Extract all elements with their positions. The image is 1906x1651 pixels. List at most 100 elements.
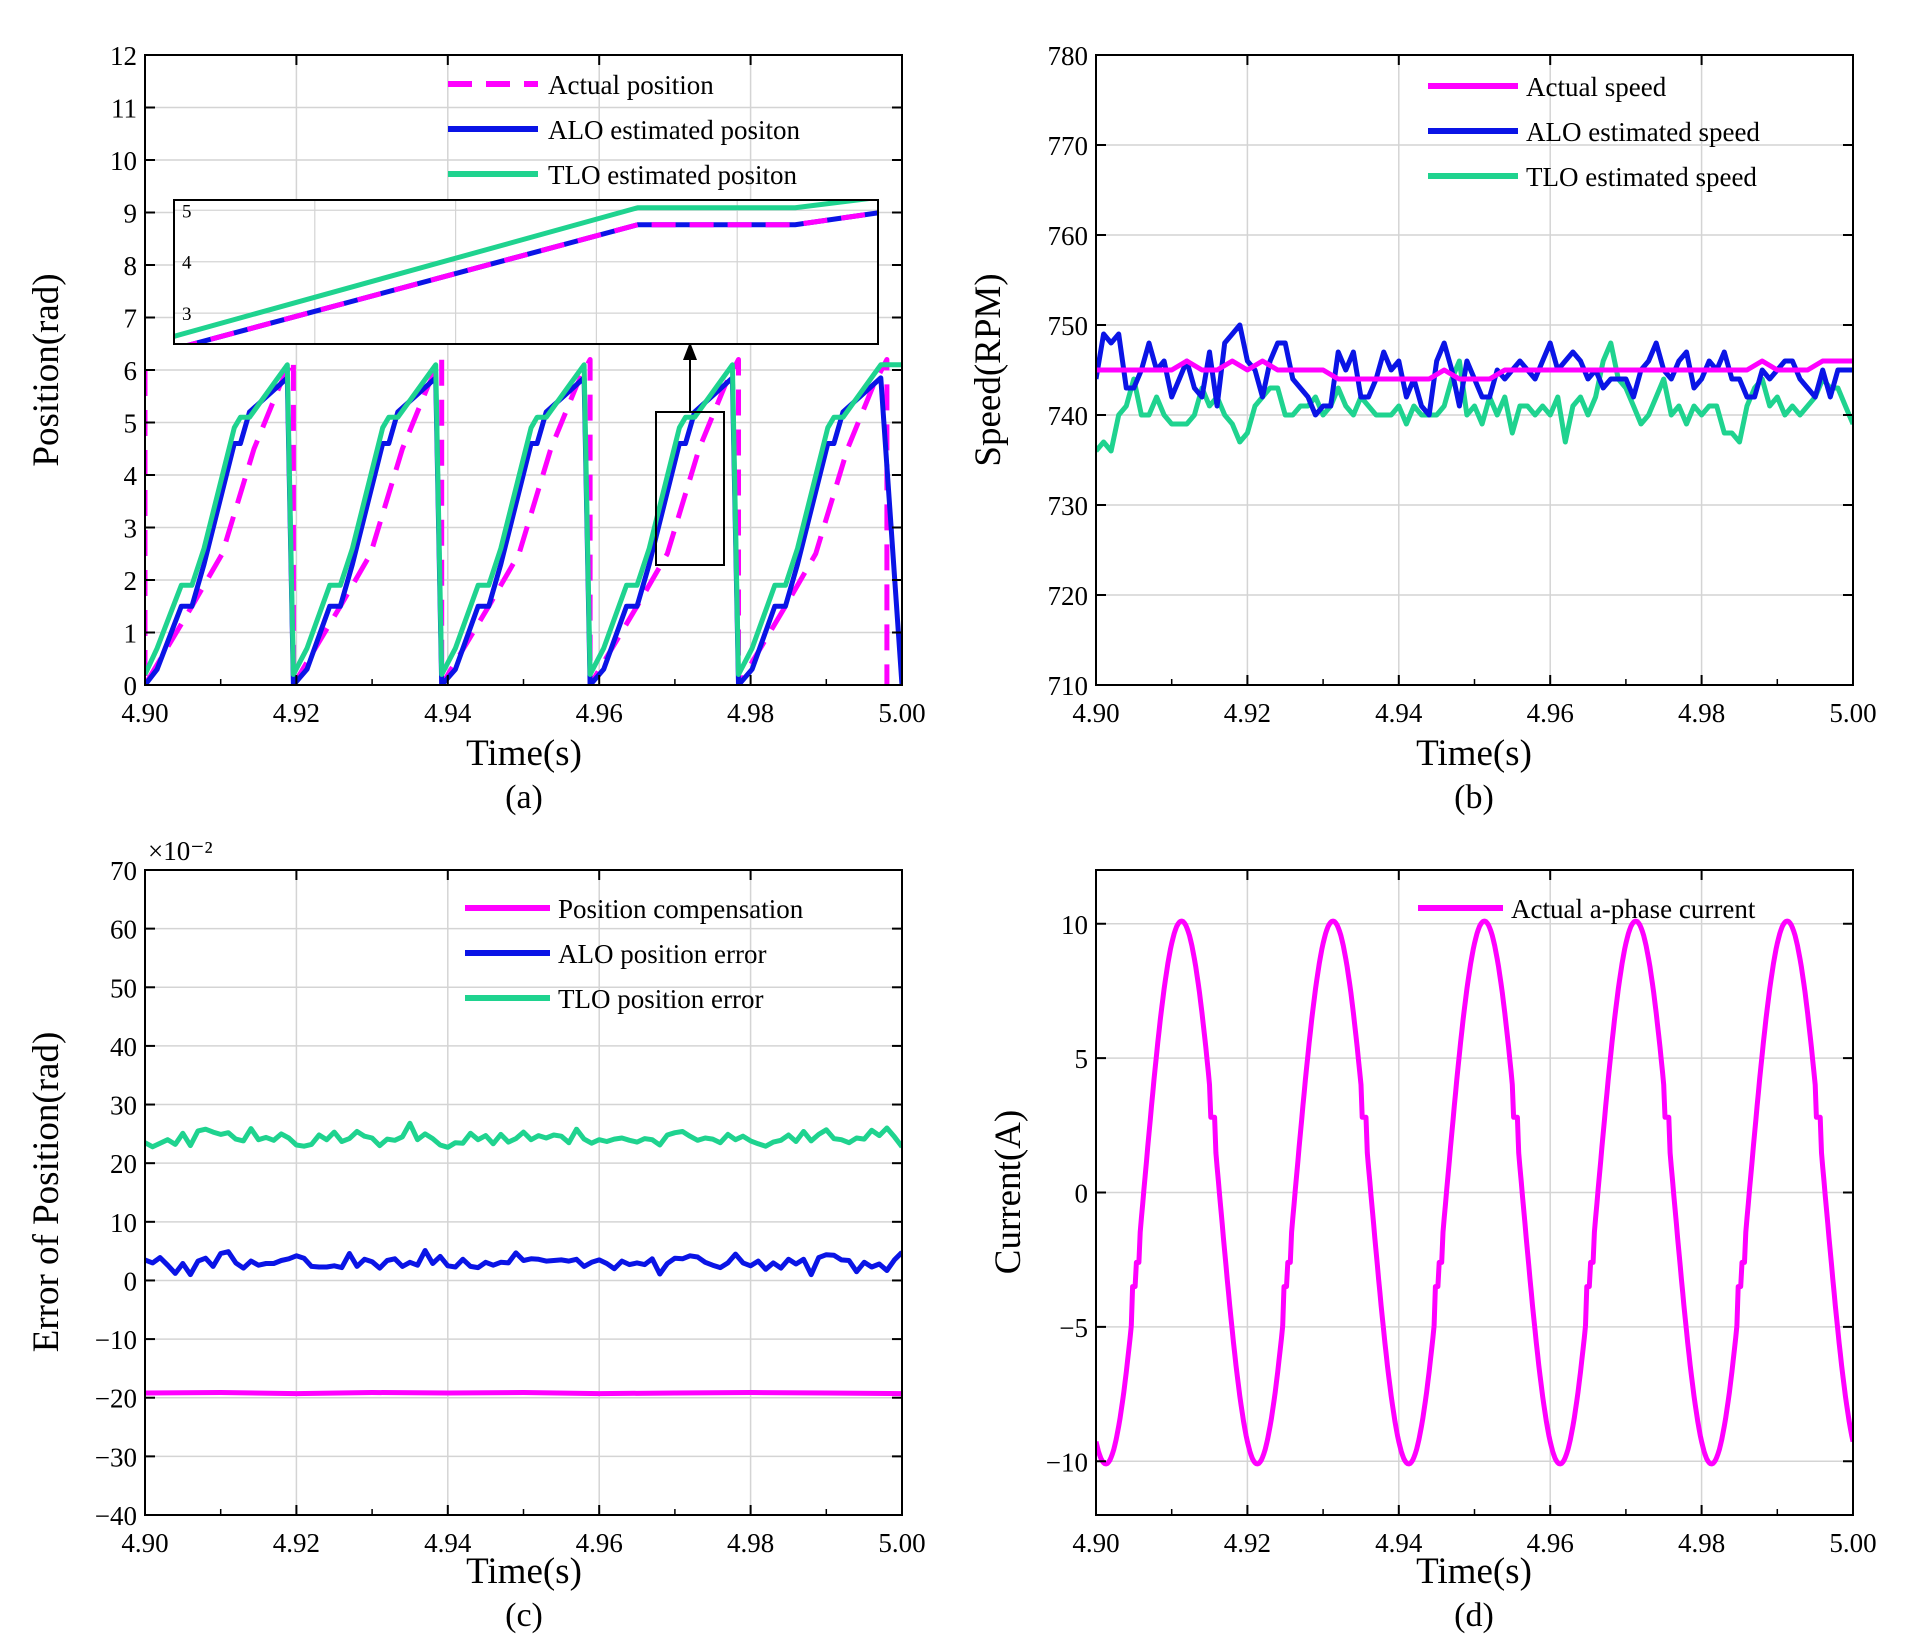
tick-label-y: 10: [110, 1208, 137, 1238]
series-tlo-estimated-speed: [1096, 340, 1853, 454]
tick-label-x: 4.96: [576, 698, 623, 728]
panel-c-label: (c): [505, 1597, 543, 1634]
tick-label-y: 770: [1048, 131, 1089, 161]
tick-label-x: 4.96: [1527, 698, 1574, 728]
panel-c-legend: Position compensation ALO position error…: [465, 894, 804, 1014]
panel-b-xlabel: Time(s): [1416, 733, 1532, 774]
tick-label-x: 4.94: [424, 698, 472, 728]
inset-ticks: 3 4 5: [182, 201, 192, 325]
panel-a-ylabel: Position(rad): [26, 273, 67, 466]
zoom-arrow-head: [683, 342, 697, 360]
legend-label-a-phase-current: Actual a-phase current: [1511, 894, 1756, 924]
inset-series-tlo-estimated-positon: [174, 200, 878, 339]
panel-d-ylabel: Current(A): [988, 1110, 1029, 1274]
tick-label-y: 760: [1048, 221, 1089, 251]
tick-label-y: 780: [1048, 41, 1089, 71]
tick-label-y: 8: [124, 251, 138, 281]
panel-c-grid: [144, 869, 903, 1516]
legend-label-actual-position: Actual position: [548, 70, 714, 100]
panel-c-frame: [144, 869, 903, 1516]
tick-label-y: −5: [1059, 1313, 1088, 1343]
panel-b: 4.90 4.92 4.94 4.96 4.98 5.00 710 720 730 740 750 7…: [968, 41, 1877, 816]
tick-label-y: 70: [110, 856, 137, 886]
tick-label-y: 10: [110, 146, 137, 176]
panel-c: 4.90 4.92 4.94 4.96 4.98 5.00 −40 −30 −20 −10 0 10 2…: [26, 836, 926, 1634]
panel-a-label: (a): [505, 779, 543, 816]
tick-label-x: 4.98: [727, 1528, 774, 1558]
panel-a-legend: Actual position ALO estimated positon TL…: [448, 70, 800, 190]
tick-label-y: 4: [124, 461, 138, 491]
inset-tick-label-y: 4: [182, 253, 192, 274]
tick-label-y: 0: [124, 671, 138, 701]
tick-label-y: 710: [1048, 671, 1089, 701]
panel-d-legend: Actual a-phase current: [1418, 894, 1756, 924]
panel-d-series: [1096, 918, 1853, 1467]
panel-a-series: [145, 357, 902, 685]
tick-label-y: −10: [1046, 1447, 1088, 1477]
series-actual-a-phase-current: [1096, 918, 1853, 1467]
legend-label-position-compensation: Position compensation: [558, 894, 804, 924]
tick-label-y: −10: [95, 1325, 137, 1355]
panel-a-xlabel: Time(s): [466, 733, 582, 774]
tick-label-x: 4.94: [1375, 1528, 1423, 1558]
panel-c-ticks: 4.90 4.92 4.94 4.96 4.98 5.00 −40 −30 −20 −10 0 10 2…: [95, 856, 926, 1558]
tick-label-y: 9: [124, 199, 138, 229]
panel-d-ticks: 4.90 4.92 4.94 4.96 4.98 5.00 −10 −5 0 5 10: [1046, 870, 1877, 1558]
panel-b-label: (b): [1454, 779, 1494, 816]
legend-label-tlo-position: TLO estimated positon: [548, 160, 797, 190]
tick-label-y: 740: [1048, 401, 1089, 431]
tick-label-x: 4.90: [1072, 698, 1119, 728]
tick-label-y: −20: [95, 1384, 137, 1414]
tick-label-x: 4.98: [1678, 1528, 1725, 1558]
panel-b-ylabel: Speed(RPM): [968, 273, 1009, 466]
tick-label-y: 720: [1048, 581, 1089, 611]
inset-tick-label-y: 5: [182, 201, 192, 222]
tick-label-y: 50: [110, 973, 137, 1003]
panel-b-series: [1096, 322, 1853, 454]
panel-d: 4.90 4.92 4.94 4.96 4.98 5.00 −10 −5 0 5 10 Actual…: [988, 869, 1877, 1634]
series-alo-position-error: [145, 1248, 902, 1278]
tick-label-y: 730: [1048, 491, 1089, 521]
panel-c-multiplier: ×10⁻²: [148, 836, 213, 866]
panel-c-ylabel: Error of Position(rad): [26, 1032, 67, 1353]
tick-label-y: 30: [110, 1091, 137, 1121]
inset-series: [174, 200, 878, 344]
tick-label-x: 4.90: [1072, 1528, 1119, 1558]
tick-label-x: 4.96: [1527, 1528, 1574, 1558]
tick-label-x: 4.96: [576, 1528, 623, 1558]
legend-label-tlo-error: TLO position error: [558, 984, 763, 1014]
tick-label-y: 0: [1075, 1179, 1089, 1209]
tick-label-y: 750: [1048, 311, 1089, 341]
panel-c-xlabel: Time(s): [466, 1551, 582, 1592]
tick-label-y: 3: [124, 514, 138, 544]
tick-label-x: 5.00: [878, 698, 925, 728]
panel-b-legend: Actual speed ALO estimated speed TLO est…: [1428, 72, 1760, 192]
tick-label-x: 4.92: [273, 698, 320, 728]
tick-label-x: 5.00: [878, 1528, 925, 1558]
tick-label-x: 4.90: [121, 698, 168, 728]
tick-label-x: 5.00: [1829, 698, 1876, 728]
tick-label-y: 0: [124, 1266, 138, 1296]
series-actual-speed: [1096, 358, 1853, 382]
inset-frame-border: [173, 199, 879, 345]
tick-label-y: 10: [1061, 910, 1088, 940]
tick-label-y: 6: [124, 356, 138, 386]
panel-c-series: [145, 1120, 902, 1397]
panel-a: 4.90 4.92 4.94 4.96 4.98 5.000123456789101112…: [26, 41, 926, 816]
tick-label-x: 4.90: [121, 1528, 168, 1558]
tick-label-y: 1: [124, 619, 138, 649]
inset-zoom: 3 4 5: [173, 199, 879, 345]
tick-label-y: 7: [124, 304, 138, 334]
panel-d-grid: [1095, 870, 1854, 1515]
tick-label-x: 4.92: [1224, 698, 1271, 728]
series-tlo-estimated-positon: [145, 362, 902, 677]
tick-label-x: 4.98: [727, 698, 774, 728]
tick-label-y: 11: [111, 94, 137, 124]
tick-label-x: 4.92: [1224, 1528, 1271, 1558]
tick-label-y: 2: [124, 566, 138, 596]
legend-label-alo-speed: ALO estimated speed: [1526, 117, 1760, 147]
tick-label-x: 4.98: [1678, 698, 1725, 728]
tick-label-y: 5: [124, 409, 138, 439]
